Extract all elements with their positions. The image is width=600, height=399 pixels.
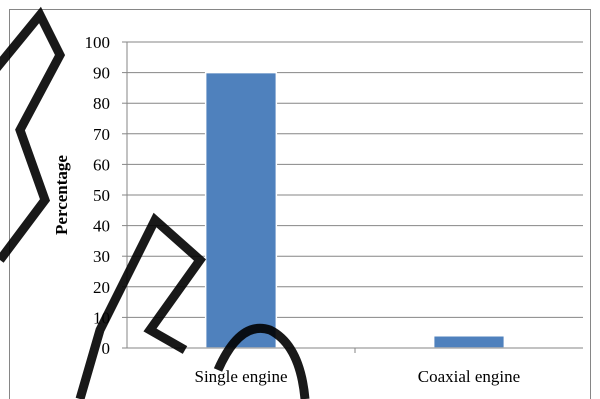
x-tick-label: Single engine: [194, 367, 287, 386]
y-tick-label: 20: [93, 278, 110, 297]
axes: [122, 41, 583, 353]
y-tick-label: 30: [93, 247, 110, 266]
y-tick-label: 40: [93, 217, 110, 236]
x-tick-label: Coaxial engine: [418, 367, 520, 386]
y-axis-label: Percentage: [52, 155, 71, 235]
y-tick-label: 0: [102, 339, 111, 358]
y-tick-label: 80: [93, 94, 110, 113]
y-tick-label: 10: [93, 308, 110, 327]
bar: [432, 335, 506, 349]
y-tick-label: 60: [93, 155, 110, 174]
y-tick-label: 90: [93, 64, 110, 83]
bar: [204, 71, 278, 349]
bars: [204, 71, 506, 349]
gridlines: [127, 41, 583, 318]
tick-labels: 0 10 20 30 40 50 60 70 80 90 100 Single engine Coaxi…: [85, 33, 521, 386]
y-tick-label: 50: [93, 186, 110, 205]
y-tick-label: 70: [93, 125, 110, 144]
y-tick-label: 100: [85, 33, 111, 52]
